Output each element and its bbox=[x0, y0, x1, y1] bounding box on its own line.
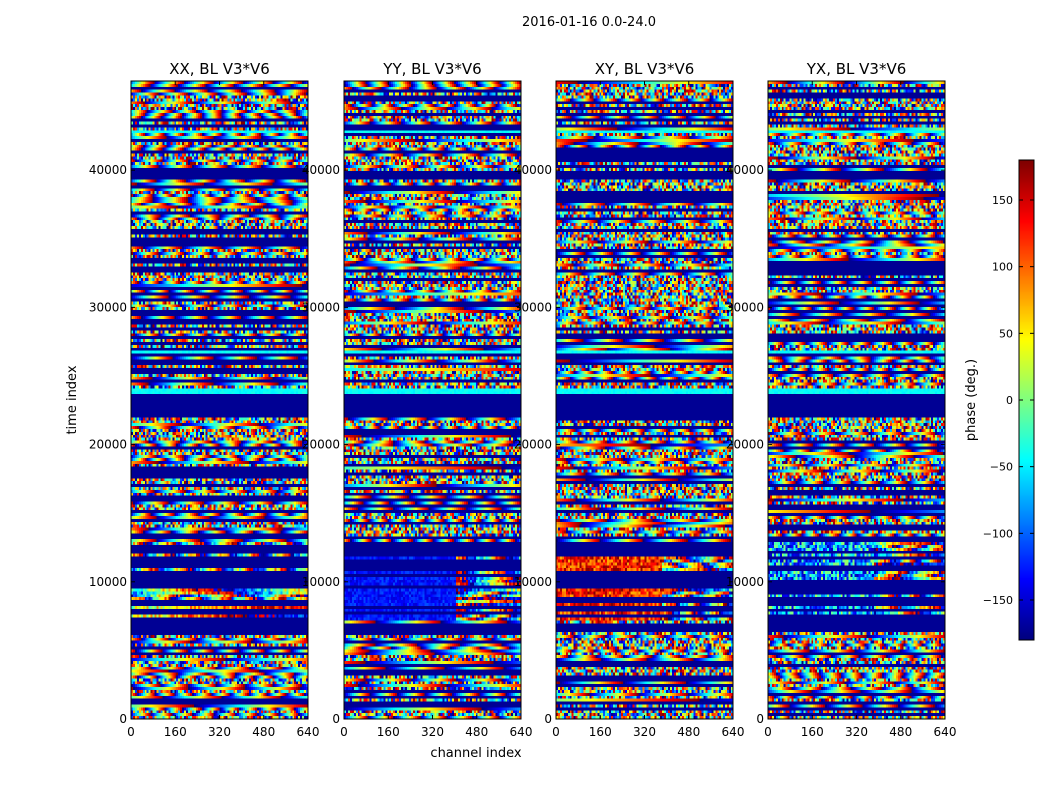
heatmap-image bbox=[556, 81, 733, 719]
panel-title: XX, BL V3*V6 bbox=[169, 60, 270, 78]
x-tick-label: 640 bbox=[510, 725, 533, 739]
colorbar: −150 −100 −50 0 50 100 150 phase (deg.) bbox=[964, 159, 1035, 641]
y-tick-label: 30000 bbox=[726, 300, 764, 314]
y-axis-label: time index bbox=[65, 365, 80, 434]
y-tick-label: 20000 bbox=[726, 438, 764, 452]
heatmap-image bbox=[768, 81, 945, 719]
colorbar-gradient bbox=[1019, 160, 1034, 640]
colorbar-tick-label: −150 bbox=[983, 594, 1013, 607]
x-tick-label: 160 bbox=[164, 725, 187, 739]
colorbar-tick-label: −100 bbox=[983, 527, 1013, 540]
panel-title: XY, BL V3*V6 bbox=[595, 60, 695, 78]
heatmap-image bbox=[131, 81, 308, 719]
x-tick-label: 320 bbox=[633, 725, 656, 739]
x-tick-label: 640 bbox=[297, 725, 320, 739]
x-tick-label: 320 bbox=[208, 725, 231, 739]
x-tick-label: 640 bbox=[722, 725, 745, 739]
y-tick-label: 20000 bbox=[302, 438, 340, 452]
panels-group: XX, BL V3*V6 0 160 320 480 640 0 10000 20000 3000… bbox=[89, 60, 957, 739]
colorbar-tick-label: 150 bbox=[992, 194, 1013, 207]
colorbar-tick-label: 0 bbox=[1006, 394, 1013, 407]
x-tick-label: 0 bbox=[127, 725, 135, 739]
panel-xx: XX, BL V3*V6 0 160 320 480 640 0 10000 20000 3000… bbox=[89, 60, 320, 739]
y-tick-label: 0 bbox=[756, 712, 764, 726]
y-tick-label: 40000 bbox=[514, 163, 552, 177]
x-tick-label: 0 bbox=[764, 725, 772, 739]
y-tick-label: 0 bbox=[119, 712, 127, 726]
x-tick-label: 160 bbox=[589, 725, 612, 739]
colorbar-tick-label: 100 bbox=[992, 261, 1013, 274]
x-tick-label: 480 bbox=[889, 725, 912, 739]
y-tick-label: 30000 bbox=[302, 300, 340, 314]
y-tick-label: 10000 bbox=[89, 575, 127, 589]
panel-xy: XY, BL V3*V6 0 160 320 480 640 0 10000 20000 3000… bbox=[514, 60, 745, 739]
x-tick-label: 480 bbox=[465, 725, 488, 739]
x-tick-label: 320 bbox=[421, 725, 444, 739]
y-tick-label: 0 bbox=[544, 712, 552, 726]
x-tick-label: 640 bbox=[934, 725, 957, 739]
figure-suptitle: 2016-01-16 0.0-24.0 bbox=[522, 15, 656, 30]
panel-yx: YX, BL V3*V6 0 160 320 480 640 0 10000 20000 3000… bbox=[726, 60, 957, 739]
x-tick-label: 320 bbox=[845, 725, 868, 739]
colorbar-tick-label: −50 bbox=[990, 461, 1013, 474]
y-tick-label: 10000 bbox=[726, 575, 764, 589]
x-tick-label: 480 bbox=[677, 725, 700, 739]
y-tick-label: 20000 bbox=[89, 438, 127, 452]
panel-yy: YY, BL V3*V6 0 160 320 480 640 0 10000 20000 3000… bbox=[302, 60, 533, 739]
y-tick-label: 40000 bbox=[302, 163, 340, 177]
y-tick-label: 30000 bbox=[89, 300, 127, 314]
x-tick-label: 0 bbox=[340, 725, 348, 739]
x-tick-label: 160 bbox=[377, 725, 400, 739]
y-tick-label: 40000 bbox=[89, 163, 127, 177]
y-tick-label: 10000 bbox=[514, 575, 552, 589]
x-tick-label: 160 bbox=[801, 725, 824, 739]
y-tick-label: 40000 bbox=[726, 163, 764, 177]
panel-title: YX, BL V3*V6 bbox=[806, 60, 907, 78]
y-tick-label: 0 bbox=[332, 712, 340, 726]
x-axis-label: channel index bbox=[430, 746, 521, 761]
heatmap-image bbox=[344, 81, 521, 719]
x-tick-label: 480 bbox=[252, 725, 275, 739]
y-tick-label: 10000 bbox=[302, 575, 340, 589]
colorbar-label: phase (deg.) bbox=[964, 359, 979, 441]
colorbar-tick-label: 50 bbox=[999, 327, 1013, 340]
x-tick-label: 0 bbox=[552, 725, 560, 739]
y-tick-label: 20000 bbox=[514, 438, 552, 452]
y-tick-label: 30000 bbox=[514, 300, 552, 314]
panel-title: YY, BL V3*V6 bbox=[382, 60, 481, 78]
